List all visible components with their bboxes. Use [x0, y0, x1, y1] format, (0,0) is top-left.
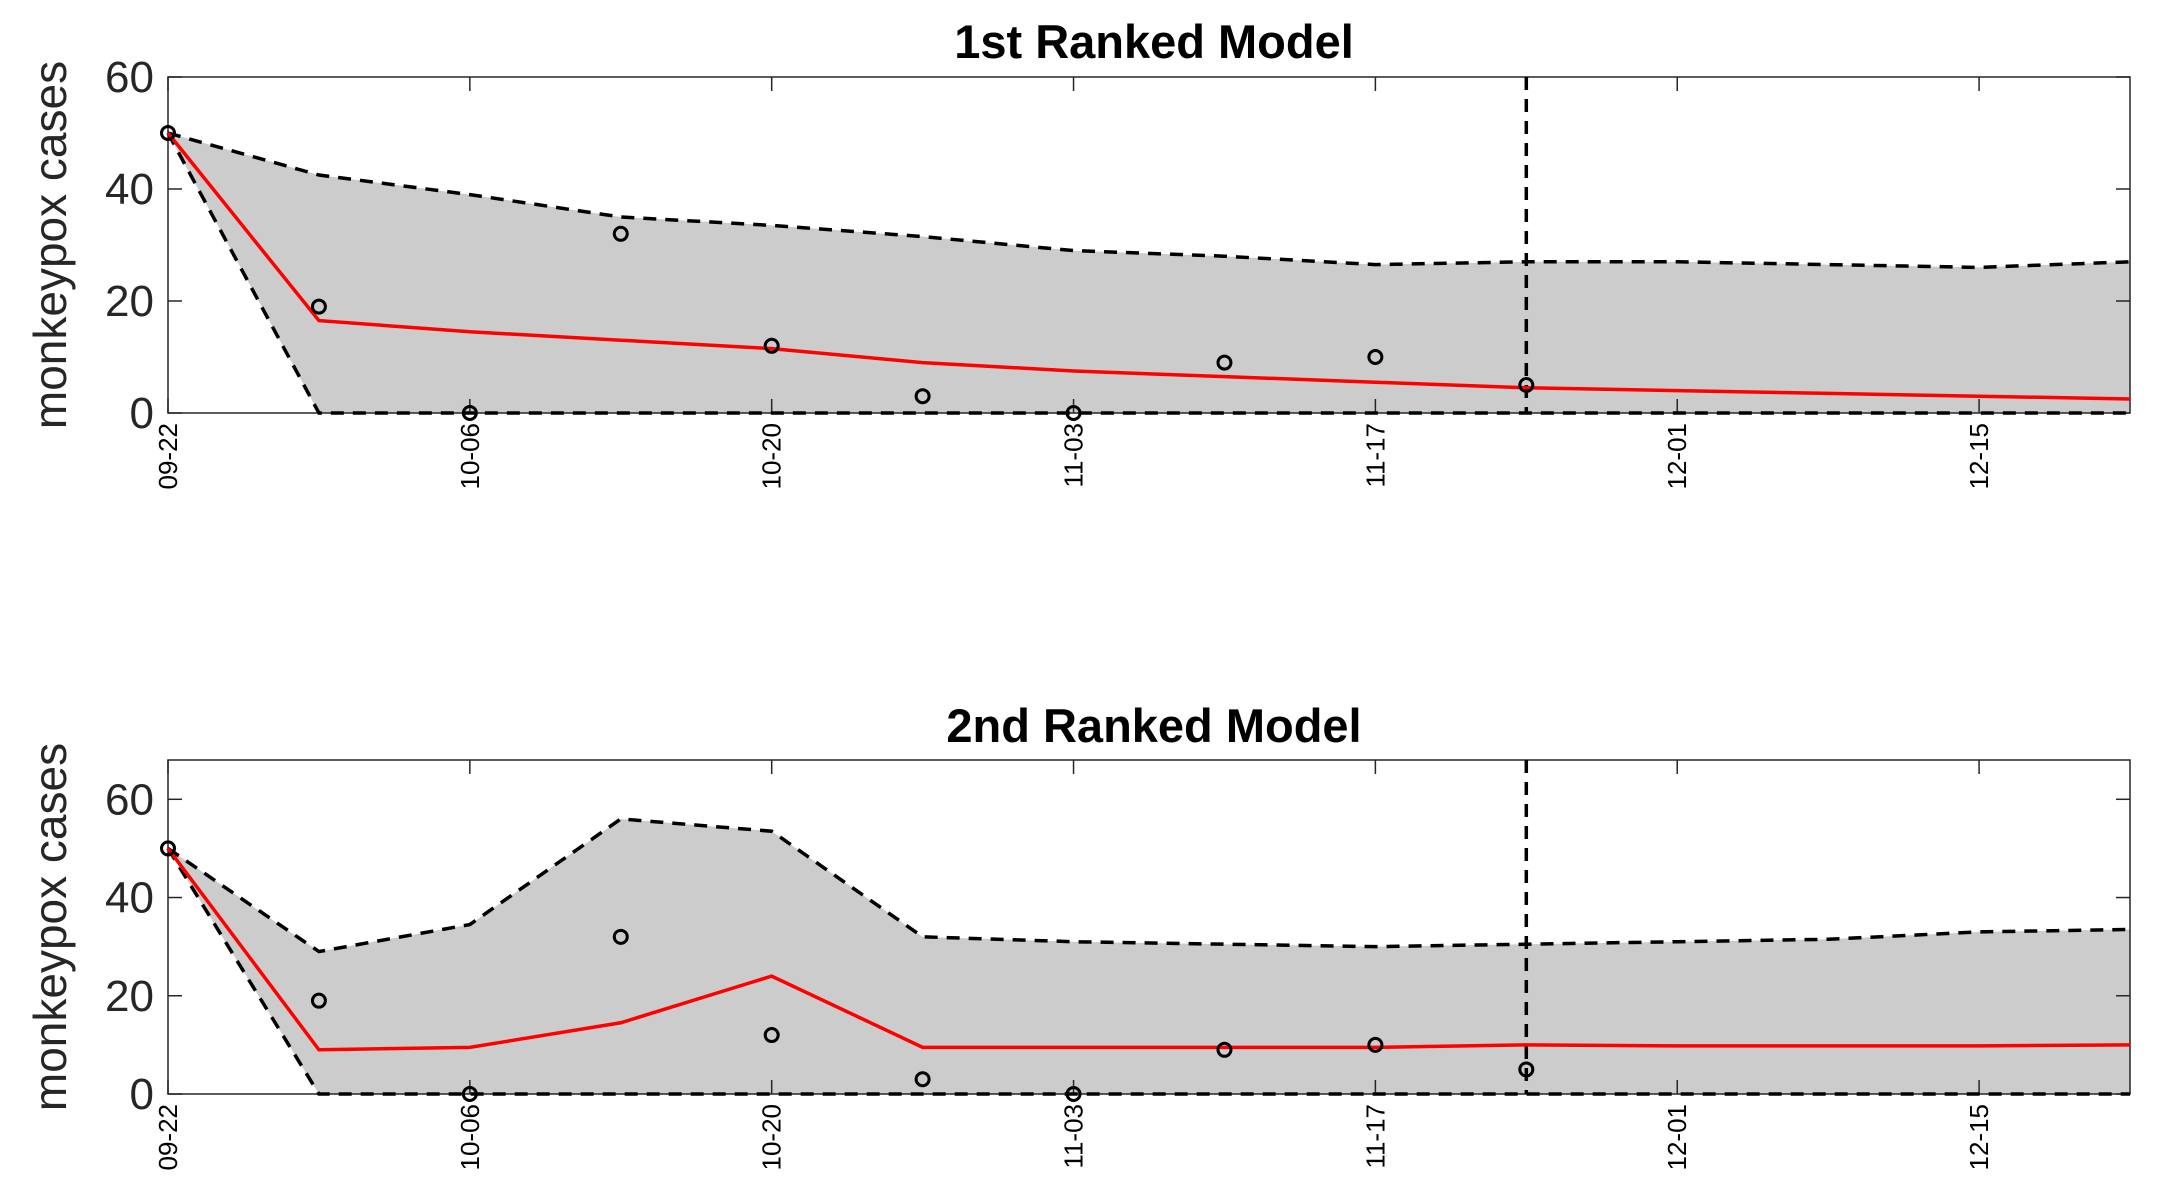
y-tick-label: 60 — [105, 53, 154, 102]
mean-line — [166, 847, 2131, 1052]
x-tick-label: 11-03 — [1059, 1104, 1089, 1169]
x-tick-label: 09-22 — [153, 423, 183, 490]
x-tick-label: 12-01 — [1662, 423, 1692, 490]
x-tick-label: 11-03 — [1059, 423, 1089, 488]
observed-point — [914, 1071, 931, 1088]
chart-panel-1: 0 20 40 60 09-22 10-06 10-20 11-03 11-17 12-01 12-… — [24, 15, 2131, 490]
y-tick-label: 20 — [105, 972, 154, 1021]
axes-box — [167, 759, 2131, 1095]
observed-point — [1216, 354, 1233, 371]
x-tick-label: 12-01 — [1662, 1104, 1692, 1171]
y-tick-label: 40 — [105, 874, 154, 923]
observed-point — [1216, 1041, 1233, 1058]
lower-bound-line — [166, 132, 2130, 415]
observed-point — [612, 928, 629, 945]
observed-point — [1518, 377, 1535, 393]
observed-point — [1367, 1036, 1384, 1053]
observed-point — [1367, 349, 1384, 365]
observed-point — [763, 1027, 780, 1044]
y-axis-label: monkeypox cases — [24, 61, 76, 429]
observed-point — [310, 992, 327, 1009]
x-tick-label: 11-17 — [1360, 423, 1390, 488]
x-tick-label: 12-15 — [1964, 423, 1994, 490]
chart-title: 1st Ranked Model — [954, 15, 1354, 68]
observed-point — [160, 125, 176, 141]
lower-bound-line — [166, 847, 2130, 1096]
chart-title: 2nd Ranked Model — [946, 699, 1361, 752]
confidence-band — [168, 133, 2130, 413]
upper-bound-line — [167, 817, 2131, 954]
x-tick-label: 09-22 — [153, 1104, 183, 1171]
upper-bound-line — [167, 131, 2131, 270]
x-tick-label: 12-15 — [1964, 1104, 1994, 1171]
confidence-band — [168, 818, 2130, 1094]
y-tick-label: 20 — [105, 277, 154, 326]
x-tick-label: 11-17 — [1360, 1104, 1390, 1169]
y-tick-label: 40 — [105, 165, 154, 214]
observed-point — [612, 225, 629, 242]
y-tick-label: 0 — [130, 389, 154, 438]
observed-point — [914, 388, 931, 405]
y-axis-label: monkeypox cases — [24, 743, 76, 1111]
observed-point — [310, 298, 327, 315]
observed-point — [1518, 1061, 1535, 1078]
x-tick-label: 10-20 — [757, 1104, 787, 1171]
x-tick-label: 10-20 — [757, 423, 787, 490]
observed-point — [461, 1086, 478, 1102]
y-tick-label: 0 — [130, 1070, 154, 1119]
observed-point — [1065, 1086, 1082, 1102]
x-tick-label: 10-06 — [455, 423, 485, 490]
mean-line — [166, 131, 2131, 401]
observed-point — [160, 840, 176, 857]
y-tick-label: 60 — [105, 775, 154, 824]
x-tick-label: 10-06 — [455, 1104, 485, 1171]
observed-point — [461, 405, 478, 421]
chart-panel-2: 0 20 40 60 09-22 10-06 10-20 11-03 11-17 12-01 12-… — [24, 699, 2131, 1171]
observed-point — [763, 337, 780, 354]
observed-point — [1065, 405, 1082, 421]
